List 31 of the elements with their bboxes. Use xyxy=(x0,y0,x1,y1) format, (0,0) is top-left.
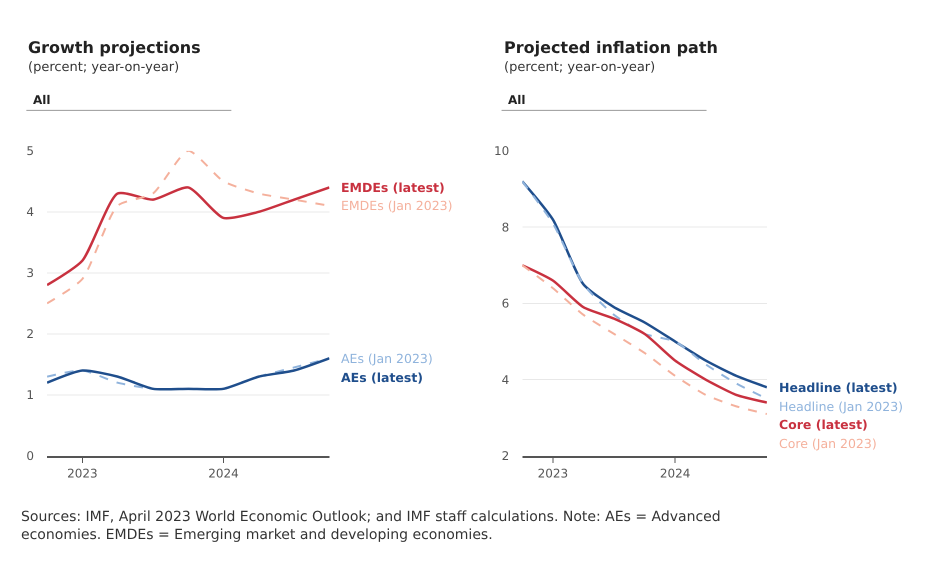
y-tick-label: 10 xyxy=(494,144,510,158)
y-tick-label: 1 xyxy=(26,388,34,402)
chart-title: Growth projections xyxy=(28,38,201,57)
y-tick-label: 4 xyxy=(26,205,34,220)
y-tick-label: 3 xyxy=(26,266,34,280)
series-label: Core (latest) xyxy=(779,417,868,432)
text: All xyxy=(33,93,51,107)
y-tick-label: 2 xyxy=(26,327,34,342)
series-label: AEs (Jan 2023) xyxy=(341,351,433,366)
text: Core (Jan 2023) xyxy=(779,436,877,451)
source-note: Sources: IMF, April 2023 World Economic Outlook; and IMF staff calculations. Note: AEs = Advanced economies. EMDEs = Emerging market and developing economies. xyxy=(21,509,721,544)
series-label: AEs (latest) xyxy=(341,370,424,385)
series-label: EMDEs (Jan 2023) xyxy=(341,198,452,213)
y-tick-label: 2 xyxy=(502,449,510,464)
x-tick-label: 2023 xyxy=(67,466,98,480)
series-label: Headline (Jan 2023) xyxy=(779,399,904,414)
x-tick-label: 2023 xyxy=(538,466,568,480)
y-tick-label: 8 xyxy=(502,220,510,234)
y-tick-label: 6 xyxy=(502,296,510,311)
chart-subtitle: (percent; year-on-year) xyxy=(28,60,180,75)
series-label: EMDEs (latest) xyxy=(341,180,445,195)
chart-subtitle: (percent; year-on-year) xyxy=(504,60,656,75)
series-label: Headline (latest) xyxy=(779,380,898,395)
chart-title: Projected inflation path xyxy=(504,38,718,57)
text: All xyxy=(508,93,526,107)
line-series xyxy=(47,186,330,286)
x-tick-label: 2024 xyxy=(660,466,690,480)
y-tick-label: 4 xyxy=(502,372,510,387)
y-tick-label: 0 xyxy=(26,449,34,464)
x-tick-label: 2024 xyxy=(208,466,239,480)
y-tick-label: 5 xyxy=(26,144,34,158)
